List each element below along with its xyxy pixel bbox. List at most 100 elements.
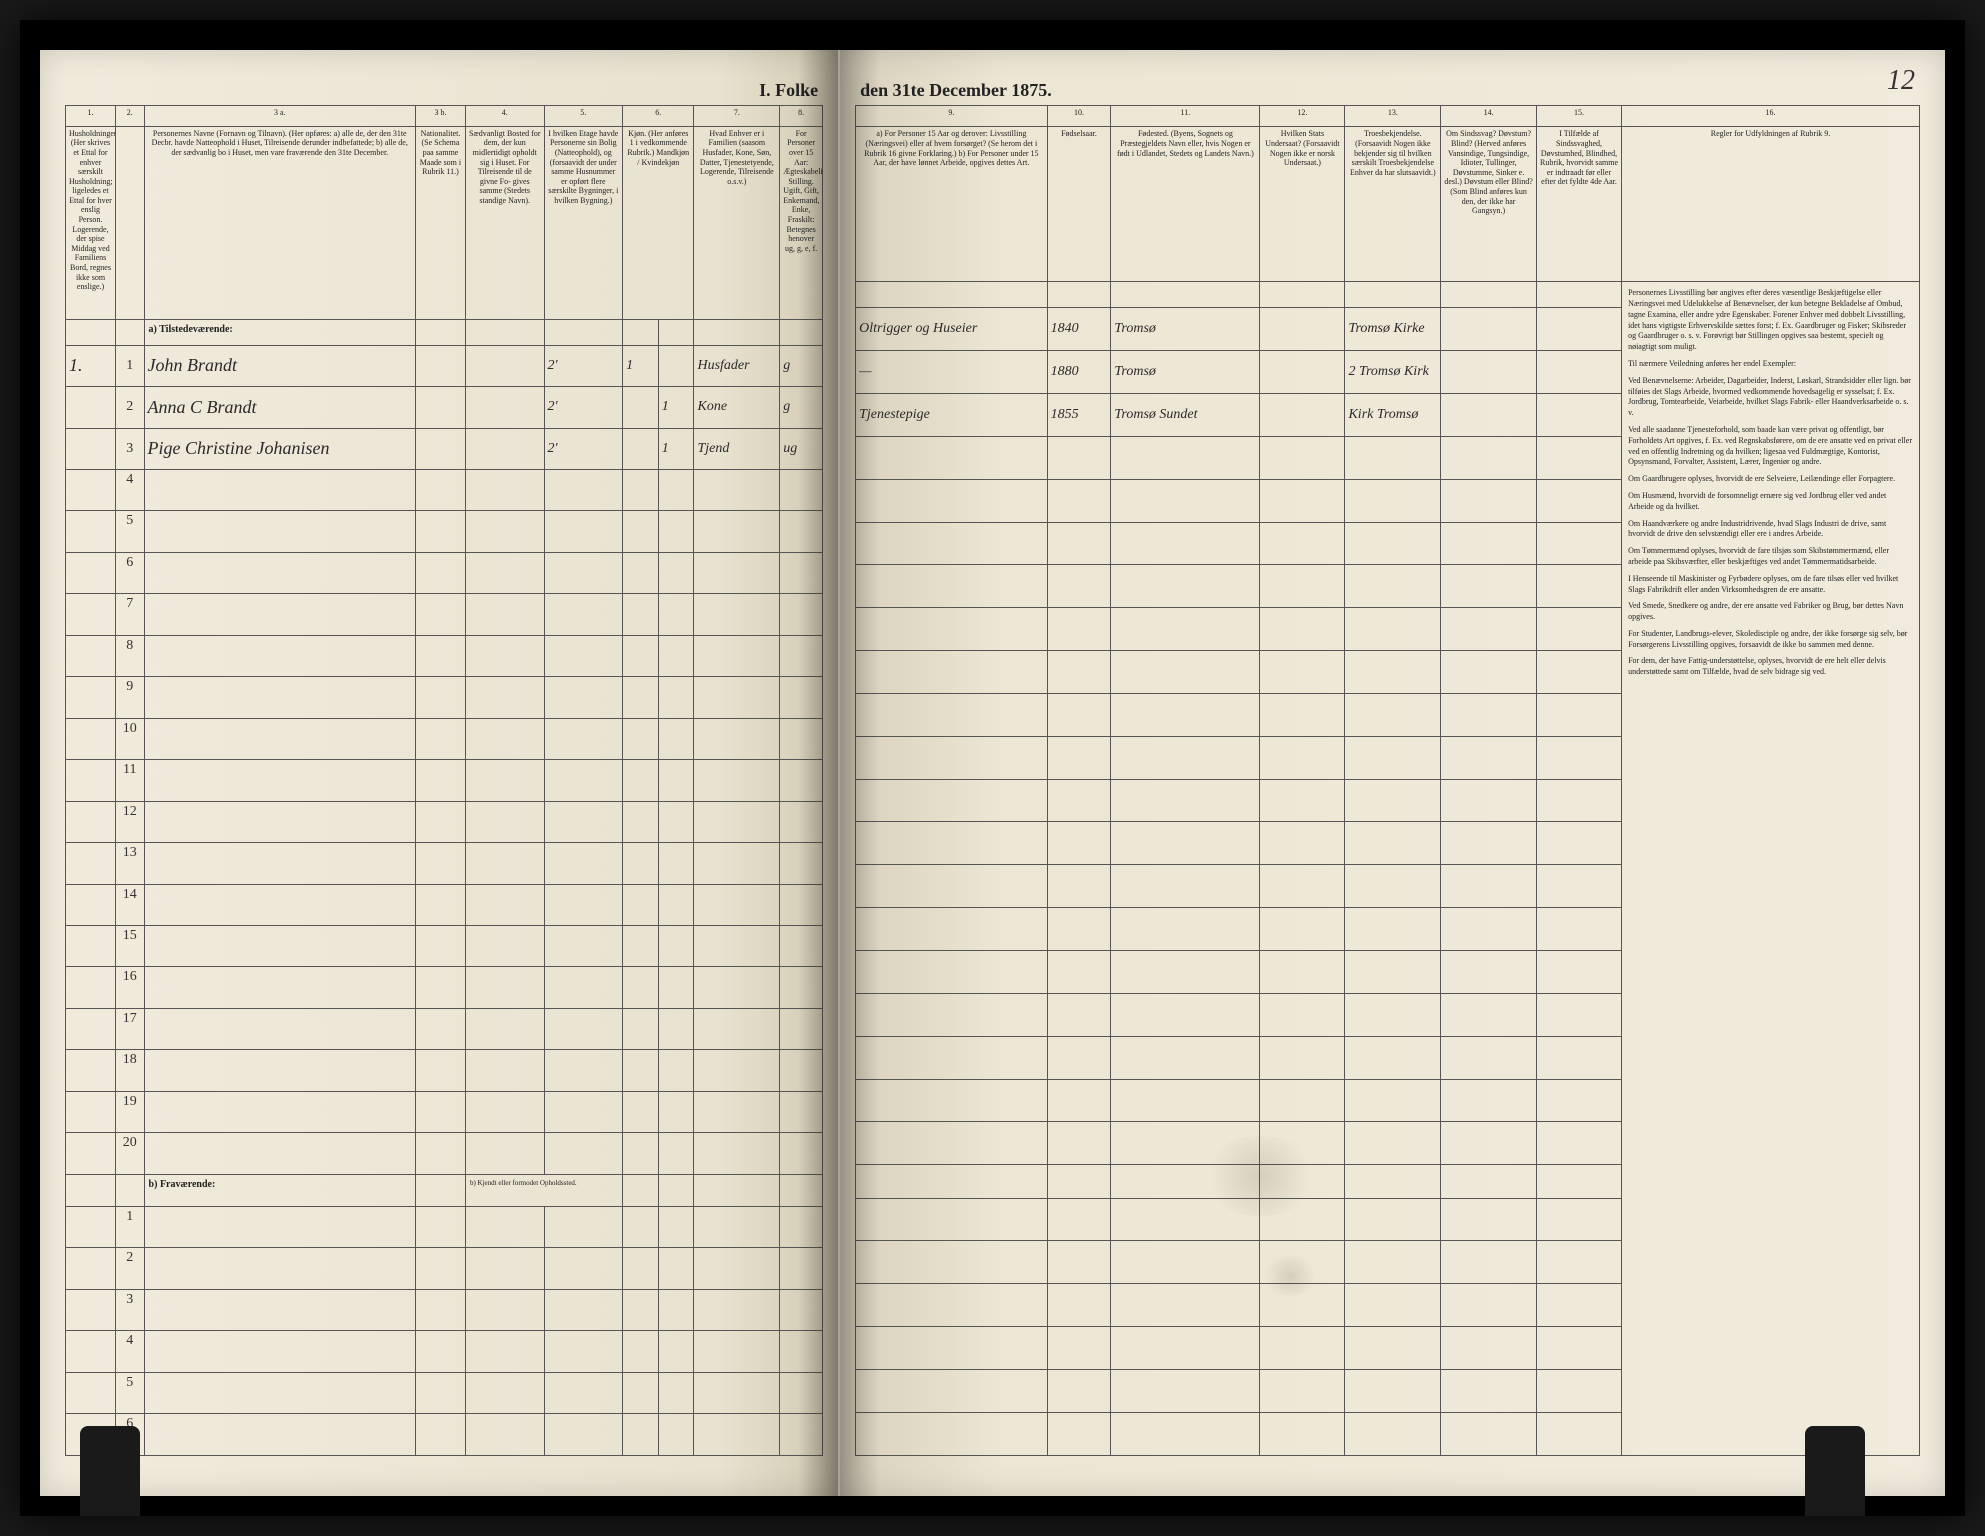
col-12: 12. xyxy=(1260,106,1345,127)
hdr-9: a) For Personer 15 Aar og derover: Livss… xyxy=(856,127,1048,282)
occ-1: Oltrigger og Huseier xyxy=(856,308,1048,351)
hdr-14: Om Sindssvag? Døvstum? Blind? (Herved an… xyxy=(1441,127,1537,282)
ea-18: 18 xyxy=(115,1050,144,1091)
page-number: 12 xyxy=(1887,65,1915,97)
hdr-10: Fødselsaar. xyxy=(1047,127,1111,282)
hdr-5: I hvilken Etage havde Personerne sin Bol… xyxy=(544,126,623,320)
col-6: 6. xyxy=(623,106,694,127)
civ-1: g xyxy=(780,345,823,386)
sexm-1: 1 xyxy=(623,345,659,386)
left-page: I. Folke 1. 2. 3 a. 3 b. 4. 5. 6. 7. 8 xyxy=(40,50,840,1496)
hdr-6: Kjøn. (Her anføres 1 i vedkommende Rubri… xyxy=(623,126,694,320)
hdr-15: I Tilfælde af Sindssvaghed, Døvstumhed, … xyxy=(1536,127,1621,282)
title-left: I. Folke xyxy=(759,80,818,101)
col-16: 16. xyxy=(1622,106,1920,127)
rn-1: 1 xyxy=(115,345,144,386)
eb-4: 4 xyxy=(115,1331,144,1372)
hdr-7: Hvad Enhver er i Familien (saasom Husfad… xyxy=(694,126,780,320)
col-8: 8. xyxy=(780,106,823,127)
eb-5: 5 xyxy=(115,1372,144,1413)
right-table: 9. 10. 11. 12. 13. 14. 15. 16. a) For Pe… xyxy=(855,105,1920,1456)
occ-3: Tjenestepige xyxy=(856,394,1048,437)
place-3: Tromsø Sundet xyxy=(1111,394,1260,437)
col-3b: 3 b. xyxy=(415,106,465,127)
fam-2: Kone xyxy=(694,387,780,428)
data-row-1: 1. 1 John Brandt 2' 1 Husfader g xyxy=(66,345,823,386)
ea-8: 8 xyxy=(115,635,144,676)
col-num-row: 1. 2. 3 a. 3 b. 4. 5. 6. 7. 8. xyxy=(66,106,823,127)
col-4: 4. xyxy=(465,106,544,127)
year-2: 1880 xyxy=(1047,351,1111,394)
col-15: 15. xyxy=(1536,106,1621,127)
civ-2: g xyxy=(780,387,823,428)
rn-2: 2 xyxy=(115,387,144,428)
occ-2: — xyxy=(856,351,1048,394)
col-13: 13. xyxy=(1345,106,1441,127)
instructions-cell: Personernes Livsstilling bør angives eft… xyxy=(1622,282,1920,1456)
civ-3: ug xyxy=(780,428,823,469)
hdr-2 xyxy=(115,126,144,320)
fam-1: Husfader xyxy=(694,345,780,386)
eb-3: 3 xyxy=(115,1289,144,1330)
hdr-3a: Personernes Navne (Fornavn og Tilnavn). … xyxy=(144,126,415,320)
ea-20: 20 xyxy=(115,1133,144,1174)
col-header-row: Husholdninger. (Her skrives et Ettal for… xyxy=(66,126,823,320)
ea-14: 14 xyxy=(115,884,144,925)
ea-16: 16 xyxy=(115,967,144,1008)
year-1: 1840 xyxy=(1047,308,1111,351)
right-page: 12 den 31te December 1875. 9. 10. 11. 12… xyxy=(840,50,1945,1496)
fam-3: Tjend xyxy=(694,428,780,469)
ea-12: 12 xyxy=(115,801,144,842)
hdr-13: Troesbekjendelse. (Forsaavidt Nogen ikke… xyxy=(1345,127,1441,282)
right-table-area: 9. 10. 11. 12. 13. 14. 15. 16. a) For Pe… xyxy=(855,105,1920,1456)
place-1: Tromsø xyxy=(1111,308,1260,351)
rel-3: Kirk Tromsø xyxy=(1345,394,1441,437)
rel-1: Tromsø Kirke xyxy=(1345,308,1441,351)
ea-11: 11 xyxy=(115,760,144,801)
sexm-2 xyxy=(623,387,659,428)
data-row-2: 2 Anna C Brandt 2' 1 Kone g xyxy=(66,387,823,428)
ea-19: 19 xyxy=(115,1091,144,1132)
ea-5: 5 xyxy=(115,511,144,552)
hh-1: 1. xyxy=(66,345,116,386)
eb-1: 1 xyxy=(115,1206,144,1247)
section-b-row: b) Fraværende: b) Kjendt eller formodet … xyxy=(66,1174,823,1206)
archive-clip-icon xyxy=(1805,1426,1865,1516)
sexm-3 xyxy=(623,428,659,469)
col-9: 9. xyxy=(856,106,1048,127)
section-b-note: b) Kjendt eller formodet Opholdssted. xyxy=(465,1174,622,1206)
rn-3: 3 xyxy=(115,428,144,469)
ea-13: 13 xyxy=(115,843,144,884)
eb-2: 2 xyxy=(115,1248,144,1289)
etage-3: 2' xyxy=(544,428,623,469)
ea-4: 4 xyxy=(115,470,144,511)
col-3a: 3 a. xyxy=(144,106,415,127)
hdr-3b: Nationalitet. (Se Schema paa samme Maade… xyxy=(415,126,465,320)
ea-15: 15 xyxy=(115,925,144,966)
col-num-row-r: 9. 10. 11. 12. 13. 14. 15. 16. xyxy=(856,106,1920,127)
col-10: 10. xyxy=(1047,106,1111,127)
col-1: 1. xyxy=(66,106,116,127)
left-table-area: 1. 2. 3 a. 3 b. 4. 5. 6. 7. 8. Husholdni… xyxy=(65,105,823,1456)
col-header-row-r: a) For Personer 15 Aar og derover: Livss… xyxy=(856,127,1920,282)
sexf-1 xyxy=(658,345,694,386)
ea-7: 7 xyxy=(115,594,144,635)
hdr-8: For Personer over 15 Aar: Ægteskabelig S… xyxy=(780,126,823,320)
col-5: 5. xyxy=(544,106,623,127)
hdr-12: Hvilken Stats Undersaat? (Forsaavidt Nog… xyxy=(1260,127,1345,282)
title-right: den 31te December 1875. xyxy=(860,80,1052,101)
data-row-3: 3 Pige Christine Johanisen 2' 1 Tjend ug xyxy=(66,428,823,469)
hdr-4: Sædvanligt Bosted for dem, der kun midle… xyxy=(465,126,544,320)
ea-9: 9 xyxy=(115,677,144,718)
col-11: 11. xyxy=(1111,106,1260,127)
ea-10: 10 xyxy=(115,718,144,759)
left-table: 1. 2. 3 a. 3 b. 4. 5. 6. 7. 8. Husholdni… xyxy=(65,105,823,1456)
name-3: Pige Christine Johanisen xyxy=(144,428,415,469)
census-ledger: I. Folke 1. 2. 3 a. 3 b. 4. 5. 6. 7. 8 xyxy=(20,20,1965,1516)
col-14: 14. xyxy=(1441,106,1537,127)
col-2: 2. xyxy=(115,106,144,127)
sexf-2: 1 xyxy=(658,387,694,428)
section-b-label: b) Fraværende: xyxy=(144,1174,415,1206)
sexf-3: 1 xyxy=(658,428,694,469)
ea-17: 17 xyxy=(115,1008,144,1049)
